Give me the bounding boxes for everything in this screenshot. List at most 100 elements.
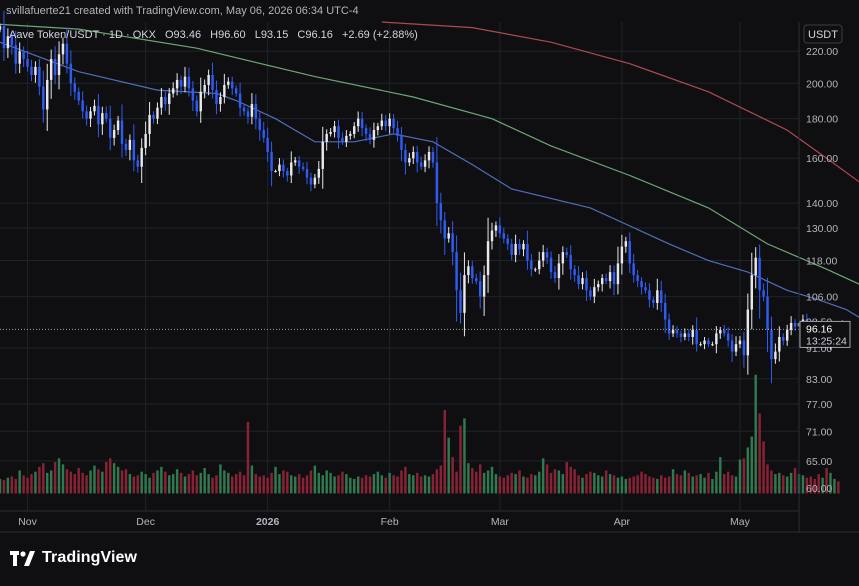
candle (278, 158, 281, 177)
volume-bar (246, 421, 250, 494)
candle (195, 95, 199, 117)
volume-bar (101, 471, 104, 494)
volume-bar (640, 471, 643, 494)
candle (356, 111, 360, 132)
y-tick-label: 130.00 (806, 223, 838, 235)
volume-bar (766, 464, 769, 494)
volume-bar (526, 477, 529, 494)
volume-bar (455, 471, 458, 494)
volume-bar (297, 474, 301, 494)
candle (293, 156, 297, 166)
volume-bar (392, 475, 395, 494)
candle (234, 85, 238, 97)
candle (538, 251, 541, 275)
volume-bar (274, 466, 277, 494)
volume-bar (561, 474, 565, 494)
volume-bar (164, 471, 167, 494)
volume-bar (93, 465, 96, 494)
candle (360, 111, 364, 137)
volume-bar (482, 472, 486, 494)
candle (612, 265, 616, 296)
candle (687, 329, 691, 342)
candle (439, 192, 443, 234)
candle (754, 247, 757, 289)
volume-bar (73, 474, 77, 494)
volume-bar (711, 478, 714, 494)
candle (120, 104, 124, 158)
volume-bar (136, 475, 139, 494)
price-axis[interactable]: 220.00 200.00 180.00 160.00 140.00 130.00 118.… (806, 46, 838, 495)
candle (286, 167, 289, 182)
volume-bar (522, 476, 525, 494)
volume-bar (538, 471, 541, 494)
volume-bar (321, 475, 324, 494)
candle (518, 239, 521, 256)
volume-bar (805, 477, 809, 494)
candle (695, 317, 698, 352)
attribution-text: svillafuerte21 created with TradingView.… (6, 5, 359, 17)
volume-bar (726, 471, 730, 494)
candle (34, 61, 37, 83)
time-axis[interactable]: Nov Dec 2026 Feb Mar Apr May (18, 516, 750, 528)
volume-bar (620, 476, 624, 494)
volume-bar (258, 476, 261, 494)
candle (156, 102, 159, 125)
volume-bar (376, 471, 380, 494)
candle (408, 152, 411, 167)
candle (337, 119, 340, 149)
volume-bars (0, 374, 840, 494)
volume-bar (569, 466, 572, 494)
volume-bar (85, 475, 88, 494)
candle (274, 169, 277, 173)
volume-bar (0, 478, 2, 494)
volume-bar (171, 474, 175, 494)
volume-bar (636, 475, 639, 494)
legend-high: H96.60 (210, 29, 245, 41)
volume-bar (530, 474, 533, 494)
candle (541, 244, 545, 268)
candle (191, 80, 195, 112)
x-tick-label: Dec (136, 516, 155, 528)
candle (778, 326, 781, 362)
candle (577, 266, 580, 290)
volume-bar (510, 472, 513, 494)
candle (502, 227, 506, 244)
volume-bar (26, 477, 29, 494)
candle (396, 120, 399, 142)
candle (522, 240, 525, 257)
candle (10, 31, 14, 55)
volume-bar (305, 475, 309, 494)
candle (81, 91, 84, 119)
volume-bar (254, 474, 258, 494)
unit-box[interactable] (803, 24, 843, 44)
volume-bar (459, 425, 462, 494)
candle (722, 324, 726, 337)
candle (368, 127, 372, 145)
volume-bar (46, 472, 49, 494)
volume-bar (604, 470, 608, 494)
candle (345, 130, 348, 148)
volume-bar (313, 465, 317, 494)
legend-change: +2.69 (+2.88%) (342, 29, 418, 41)
candle (321, 126, 324, 189)
volume-bar (30, 474, 33, 494)
candle (97, 94, 100, 138)
candle (108, 105, 112, 151)
candle (179, 75, 183, 94)
tradingview-brand[interactable]: TradingView (10, 546, 137, 570)
candle (160, 87, 163, 115)
volume-bar (408, 474, 411, 494)
candle (364, 124, 368, 142)
volume-bar (286, 471, 289, 494)
candle (246, 107, 250, 124)
volume-bar (431, 474, 435, 494)
candle (628, 232, 631, 274)
volume-bar (687, 472, 691, 494)
candle (49, 49, 53, 99)
y-tick-label: 200.00 (806, 78, 838, 90)
candle (443, 212, 446, 256)
volume-bar (514, 474, 517, 494)
candle (183, 66, 187, 93)
